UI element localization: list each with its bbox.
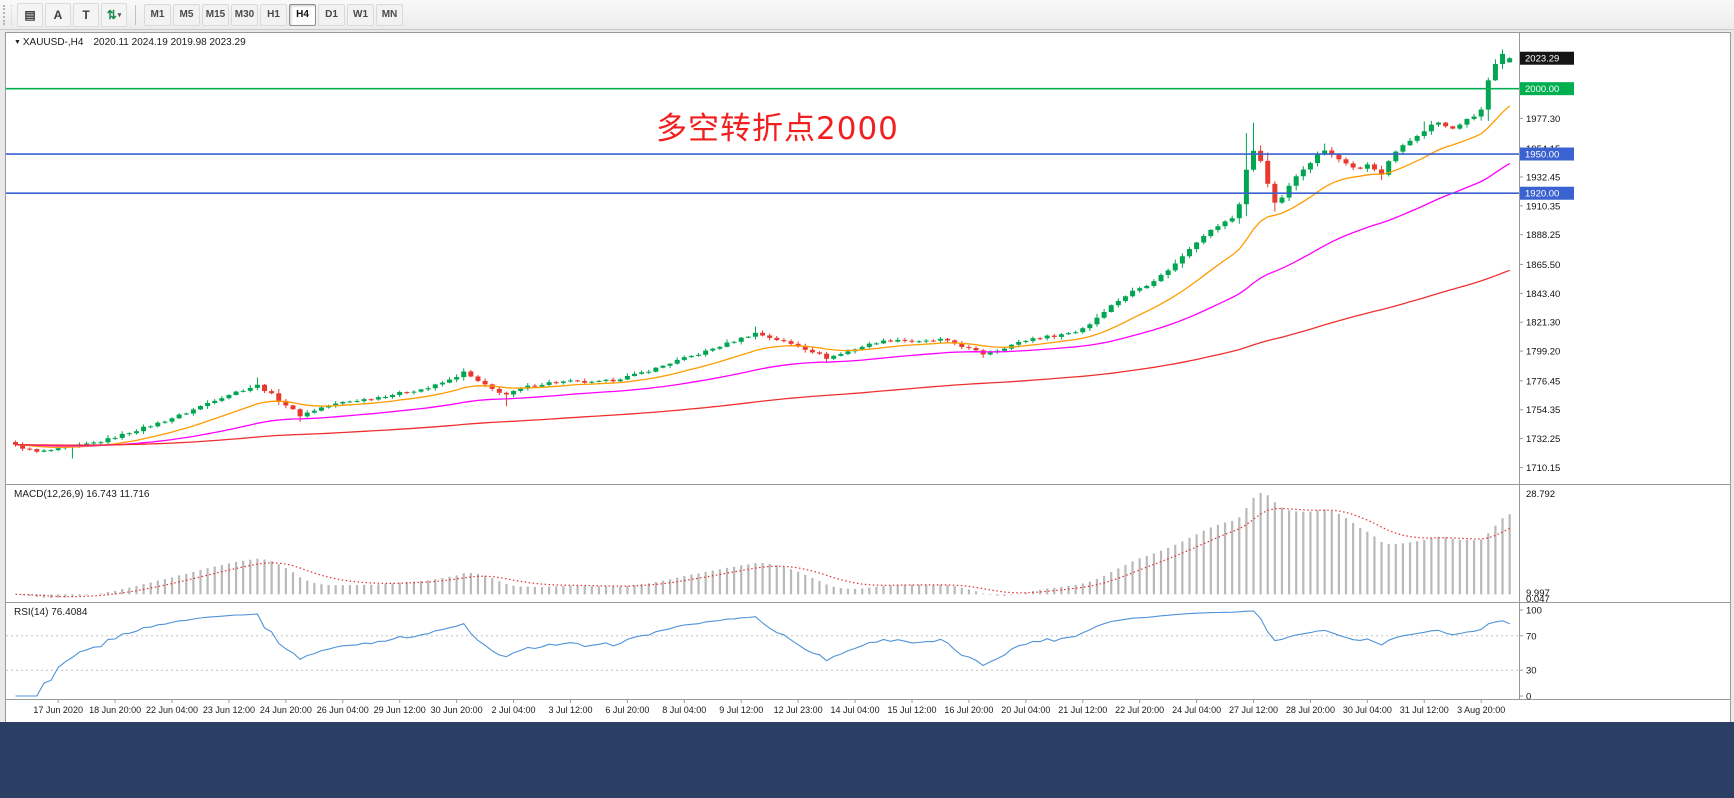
time-label: 17 Jun 2020 [33, 705, 83, 715]
time-label: 8 Jul 04:00 [662, 705, 706, 715]
macd-signal-line [15, 507, 1510, 598]
price-badge-box [1520, 147, 1574, 161]
time-label: 22 Jun 04:00 [146, 705, 198, 715]
time-label: 29 Jun 12:00 [374, 705, 426, 715]
price-badge-box [1520, 51, 1574, 65]
price-badges: 2023.29 2000.00 1950.00 1920.00 [1520, 51, 1574, 200]
time-label: 14 Jul 04:00 [831, 705, 880, 715]
time-label: 21 Jul 12:00 [1058, 705, 1107, 715]
time-label: 26 Jun 04:00 [317, 705, 369, 715]
time-label: 12 Jul 23:00 [774, 705, 823, 715]
chart-window: 1977.301954.151932.451910.351888.251865.… [5, 32, 1731, 724]
candles [13, 49, 1513, 459]
symbol-timeframe-label: XAUUSD-,H4 [22, 37, 84, 48]
timeframe-d1-button[interactable]: D1 [318, 3, 345, 26]
price-tick-label: 1910.35 [1526, 201, 1560, 212]
timeframe-m1-button[interactable]: M1 [144, 3, 171, 26]
price-tick-label: 1843.40 [1526, 289, 1560, 300]
time-label: 30 Jul 04:00 [1343, 705, 1392, 715]
bottom-taskbar [0, 722, 1734, 798]
rsi-scale-label: 70 [1526, 631, 1537, 642]
ma-line-mid [15, 162, 1511, 447]
time-label: 9 Jul 12:00 [719, 705, 763, 715]
rsi-label: RSI(14) 76.4084 [14, 607, 87, 618]
rsi-name: RSI(14) [14, 607, 49, 618]
rsi-value: 76.4084 [51, 607, 88, 618]
rsi-scale-label: 0 [1526, 692, 1531, 703]
chevron-down-icon: ▾ [117, 11, 122, 19]
macd-scale-max-label: 28.792 [1526, 489, 1555, 500]
chart-grid-button[interactable]: ▤ [17, 2, 43, 27]
macd-histogram [21, 493, 1511, 598]
price-tick-label: 1710.15 [1526, 463, 1560, 474]
time-label: 18 Jun 20:00 [89, 705, 141, 715]
chart-grid-icon: ▤ [24, 7, 36, 22]
price-tick-label: 1799.20 [1526, 347, 1560, 358]
price-badge-label: 2000.00 [1525, 84, 1559, 95]
price-badge-label: 1950.00 [1525, 150, 1559, 161]
timeframe-m15-button[interactable]: M15 [202, 3, 229, 26]
text-tool-icon: T [82, 7, 90, 22]
toolbar: ▤ A T ⇅ ▾ M1 M5 M15 M30 H1 H4 D1 W1 MN [0, 0, 1734, 30]
price-tick-label: 1821.30 [1526, 318, 1560, 329]
price-scale[interactable]: 1977.301954.151932.451910.351888.251865.… [1519, 114, 1560, 474]
text-tool-button[interactable]: T [73, 2, 99, 27]
price-badge-box [1520, 186, 1574, 200]
toolbar-separator [135, 4, 136, 25]
rsi-scale-label: 30 [1526, 666, 1537, 677]
price-badge-label: 2023.29 [1525, 54, 1559, 65]
toolbar-drag-handle[interactable] [3, 4, 12, 25]
time-label: 23 Jun 12:00 [203, 705, 255, 715]
time-label: 3 Aug 20:00 [1457, 705, 1505, 715]
price-tick-label: 1977.30 [1526, 114, 1560, 125]
time-label: 24 Jun 20:00 [260, 705, 312, 715]
ma-line-fast [15, 105, 1511, 448]
time-label: 20 Jul 04:00 [1001, 705, 1050, 715]
price-tick-label: 1932.45 [1526, 172, 1560, 183]
timeframe-h4-button[interactable]: H4 [289, 3, 316, 26]
macd-name: MACD(12,26,9) [14, 489, 84, 500]
price-tick-label: 1776.45 [1526, 376, 1560, 387]
ohlc-values: 2020.11 2024.19 2019.98 2023.29 [93, 37, 246, 48]
chart-header: ▼ XAUUSD-,H4 2020.11 2024.19 2019.98 2023… [14, 37, 246, 48]
timeframe-m5-button[interactable]: M5 [173, 3, 200, 26]
indicators-button[interactable]: ⇅ ▾ [101, 2, 127, 27]
time-label: 16 Jul 20:00 [944, 705, 993, 715]
timeframe-h1-button[interactable]: H1 [260, 3, 287, 26]
time-label: 27 Jul 12:00 [1229, 705, 1278, 715]
timeframe-mn-button[interactable]: MN [376, 3, 403, 26]
ma-line-slow [15, 269, 1510, 446]
price-tick-label: 1865.50 [1526, 260, 1560, 271]
price-tick-label: 1754.35 [1526, 405, 1560, 416]
price-tick-label: 1732.25 [1526, 434, 1560, 445]
macd-values: 16.743 11.716 [86, 489, 150, 500]
price-badge-box [1520, 82, 1574, 96]
macd-label: MACD(12,26,9) 16.743 11.716 [14, 489, 149, 500]
rsi-line [15, 610, 1510, 697]
indicators-icon: ⇅ [106, 7, 117, 22]
time-label: 24 Jul 04:00 [1172, 705, 1221, 715]
time-label: 6 Jul 20:00 [605, 705, 649, 715]
timeframe-w1-button[interactable]: W1 [347, 3, 374, 26]
macd-scale-min-label: 0.047 [1526, 594, 1550, 605]
chart-canvas[interactable]: 1977.301954.151932.451910.351888.251865.… [6, 33, 1730, 723]
time-label: 30 Jun 20:00 [431, 705, 483, 715]
cursor-tool-button[interactable]: A [45, 2, 71, 27]
time-label: 22 Jul 20:00 [1115, 705, 1164, 715]
symbol-dropdown-icon[interactable]: ▼ [14, 39, 23, 46]
timeframe-m30-button[interactable]: M30 [231, 3, 258, 26]
rsi-scale-label: 100 [1526, 606, 1542, 617]
time-label: 2 Jul 04:00 [492, 705, 536, 715]
cursor-icon: A [53, 7, 63, 22]
macd-scale-min-label: 9.997 [1526, 588, 1550, 599]
time-label: 15 Jul 12:00 [887, 705, 936, 715]
time-label: 3 Jul 12:00 [548, 705, 592, 715]
time-axis[interactable]: 17 Jun 2020 18 Jun 20:00 22 Jun 04:00 23 Ju… [33, 699, 1505, 715]
price-badge-label: 1920.00 [1525, 189, 1559, 200]
price-tick-label: 1888.25 [1526, 230, 1560, 241]
chart-annotation-text: 多空转折点2000 [656, 111, 899, 147]
time-label: 28 Jul 20:00 [1286, 705, 1335, 715]
time-label: 31 Jul 12:00 [1400, 705, 1449, 715]
